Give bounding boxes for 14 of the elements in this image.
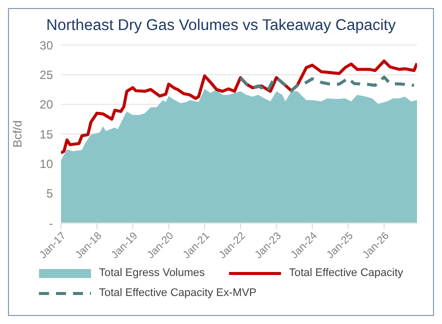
- y-tick-label: 10: [40, 156, 54, 171]
- y-tick-label: 15: [40, 127, 54, 142]
- y-tick-label: 25: [40, 68, 54, 82]
- y-tick-label: 5: [46, 186, 54, 201]
- legend-label: Total Effective Capacity Ex-MVP: [99, 287, 257, 299]
- chart-title: Northeast Dry Gas Volumes vs Takeaway Capacity: [45, 17, 397, 35]
- y-tick-label: -: [49, 216, 53, 230]
- y-axis-title: Bcf/d: [10, 120, 24, 148]
- line-series: [61, 60, 417, 154]
- y-tick-label: 30: [40, 38, 54, 52]
- legend-label: Total Egress Volumes: [99, 267, 205, 279]
- legend-label: Total Effective Capacity: [289, 267, 404, 279]
- y-tick-label: 20: [40, 98, 54, 112]
- line-series: [238, 76, 416, 93]
